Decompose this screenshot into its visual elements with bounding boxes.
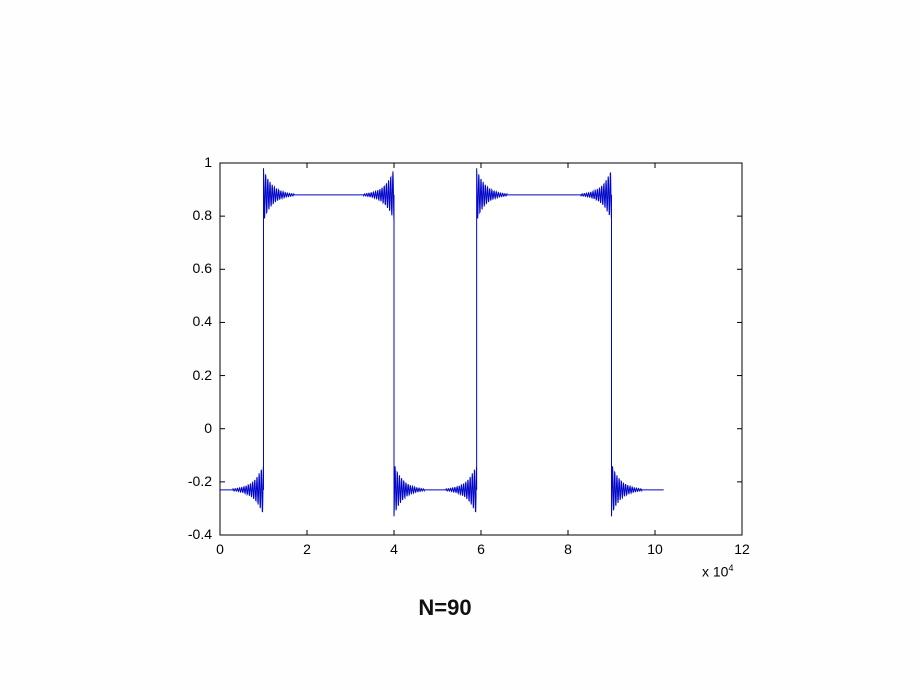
y-tick-label: -0.4 [172, 526, 212, 542]
y-tick-label: 0.6 [172, 260, 212, 276]
x-multiplier-exp: 4 [728, 563, 733, 573]
x-multiplier-base: x 10 [702, 564, 728, 580]
x-axis-multiplier: x 104 [702, 563, 733, 580]
y-tick-label: 1 [172, 154, 212, 170]
x-tick-label: 8 [564, 541, 572, 557]
x-tick-label: 4 [390, 541, 398, 557]
y-tick-label: 0.2 [172, 367, 212, 383]
y-tick-label: 0 [172, 420, 212, 436]
x-tick-label: 12 [734, 541, 750, 557]
chart-container: -0.4-0.200.20.40.60.81 024681012 x 104 N… [0, 0, 920, 690]
plot-caption: N=90 [418, 595, 471, 621]
x-tick-label: 2 [303, 541, 311, 557]
x-tick-label: 0 [216, 541, 224, 557]
y-tick-label: 0.4 [172, 313, 212, 329]
x-tick-label: 10 [647, 541, 663, 557]
y-tick-label: -0.2 [172, 473, 212, 489]
y-tick-label: 0.8 [172, 207, 212, 223]
signal-line [0, 0, 920, 690]
x-tick-label: 6 [477, 541, 485, 557]
